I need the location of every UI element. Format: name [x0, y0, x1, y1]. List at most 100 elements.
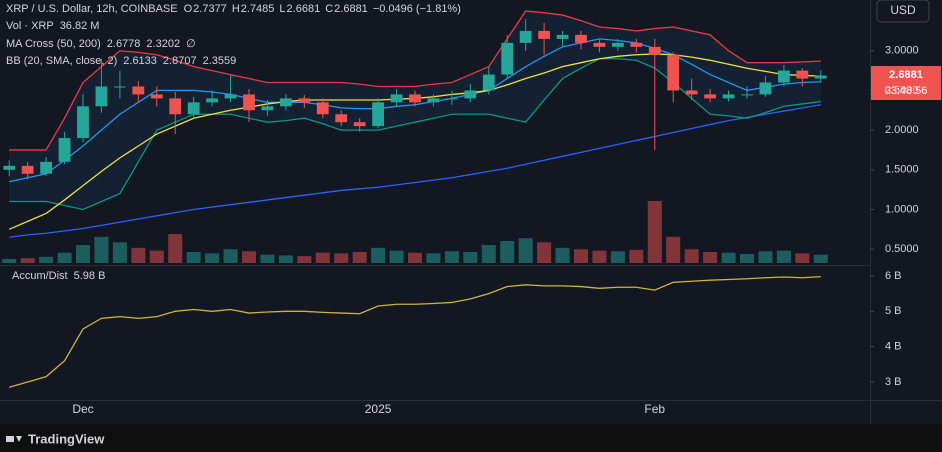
candle-body — [814, 75, 827, 79]
legend-text: MA Cross (50, 200) — [6, 38, 101, 50]
candle-body — [150, 94, 163, 99]
volume-bar — [703, 251, 718, 263]
volume-bar — [352, 251, 367, 263]
y-tick-label: 2.0000 — [885, 124, 919, 136]
volume-bar — [629, 249, 644, 263]
y-tick-label: 1.5000 — [885, 164, 919, 176]
accum-dist-line — [9, 276, 821, 388]
legend-text: 2.3202 — [146, 38, 180, 50]
y-tick-label: 4 B — [885, 341, 902, 353]
legend-text: 2.7377 — [193, 3, 227, 15]
candle-body — [501, 42, 514, 75]
candle-body — [372, 102, 385, 127]
volume-bar — [2, 258, 17, 263]
candle-body — [611, 42, 624, 47]
candle-body — [648, 46, 661, 55]
y-tick-label: 6 B — [885, 270, 902, 282]
volume-bar — [205, 253, 220, 263]
candle-body — [575, 34, 587, 43]
volume-bar — [20, 258, 35, 263]
volume-bar — [555, 247, 570, 263]
volume-bar — [776, 250, 791, 263]
candle-body — [335, 114, 348, 123]
currency-button[interactable] — [876, 0, 930, 23]
volume-bar — [334, 253, 349, 263]
legend-text: 36.82 M — [60, 20, 100, 32]
candle-body — [556, 34, 569, 39]
volume-bar — [426, 253, 441, 263]
candle-body — [667, 54, 680, 91]
volume-bar — [168, 234, 183, 263]
volume-bar — [610, 251, 625, 263]
legend-text: BB (20, SMA, close, 2) — [6, 55, 117, 67]
candle-body — [40, 161, 53, 174]
x-tick-label: 2025 — [365, 402, 392, 416]
candle-body — [482, 74, 495, 91]
candle-body — [243, 94, 255, 111]
overlay-line — [9, 10, 821, 151]
bb-fill — [9, 11, 821, 210]
candle-body — [261, 106, 274, 111]
volume-bar — [739, 254, 755, 263]
candle-body — [630, 42, 643, 47]
legend-text: 2.6133 — [123, 55, 157, 67]
candle-body — [58, 138, 71, 162]
candle-body — [113, 86, 126, 88]
legend-text: 2.8707 — [163, 55, 197, 67]
volume-bar — [684, 249, 699, 263]
volume-bar — [444, 251, 459, 263]
volume-bar — [463, 251, 478, 263]
volume-bar — [241, 251, 257, 263]
candle-body — [409, 94, 421, 103]
candle-body — [796, 70, 809, 79]
volume-bar — [260, 254, 275, 263]
volume-bar — [75, 245, 91, 263]
volume-bar — [186, 251, 201, 263]
candle-body — [316, 102, 329, 115]
footer — [0, 424, 942, 452]
candle-body — [593, 42, 606, 47]
volume-bar — [813, 254, 828, 263]
volume-bar — [149, 250, 164, 263]
volume-bar — [315, 252, 330, 263]
volume-bar — [389, 250, 404, 263]
volume-bar — [57, 252, 72, 263]
volume-bar — [39, 256, 54, 263]
volume-bar — [297, 256, 312, 263]
y-tick-label: 3 B — [885, 376, 902, 388]
candle-body — [519, 30, 532, 43]
legend-text: L — [279, 3, 285, 15]
legend-text: Vol · XRP — [6, 20, 54, 32]
indicator-title: Accum/Dist — [12, 270, 68, 282]
overlay-line — [9, 104, 821, 238]
legend-text: 2.6881 — [334, 3, 368, 15]
price-label-box — [871, 66, 941, 100]
currency[interactable]: USD — [890, 3, 916, 17]
volume-bar — [223, 249, 238, 263]
candle-body — [279, 98, 292, 107]
candle-body — [77, 106, 89, 139]
volume-bar — [131, 247, 146, 263]
candle-body — [224, 94, 237, 99]
indicator-value: 5.98 B — [74, 270, 106, 282]
volume-bar — [795, 253, 810, 263]
legend-text: XRP / U.S. Dollar, 12h, COINBASE — [6, 3, 178, 15]
volume-bar — [592, 250, 607, 263]
candle-body — [704, 94, 717, 99]
volume-bar — [518, 238, 533, 263]
y-tick-label: 1.0000 — [885, 203, 919, 215]
candle-body — [21, 165, 34, 174]
countdown: 03:48:56 — [885, 85, 928, 97]
volume-bar — [278, 255, 293, 263]
x-tick-label: Dec — [72, 402, 93, 416]
logo-icon — [6, 436, 22, 442]
candle-body — [722, 94, 735, 99]
legend-text: 2.6778 — [107, 38, 141, 50]
candle-body — [3, 165, 16, 170]
volume-bar — [537, 242, 552, 263]
legend-text: 2.3559 — [203, 55, 237, 67]
plot — [2, 10, 874, 388]
logo: TradingView — [28, 431, 105, 446]
candle-body — [538, 30, 551, 39]
candle-body — [353, 122, 366, 127]
